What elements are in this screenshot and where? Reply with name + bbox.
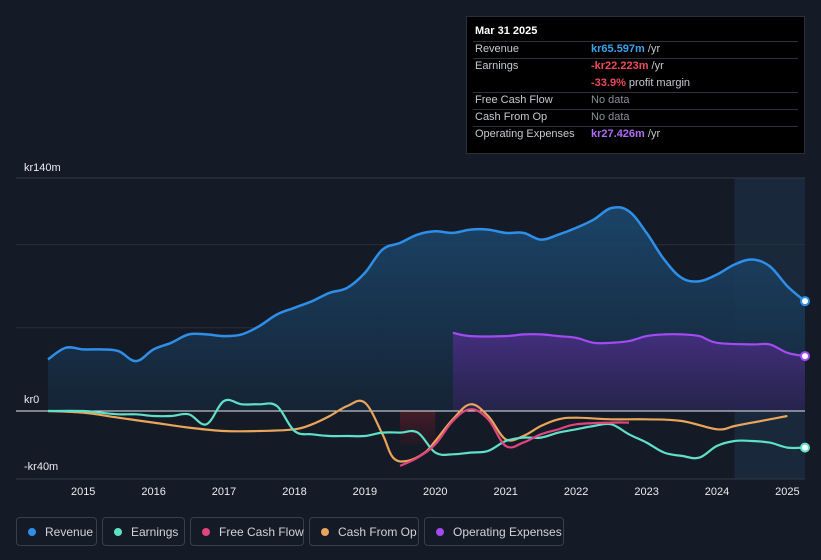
tooltip-label: Free Cash Flow: [475, 94, 553, 106]
legend-free-cash-flow[interactable]: Free Cash Flow: [190, 517, 304, 546]
opex-area: [452, 332, 805, 411]
tooltip-label: Earnings: [475, 60, 519, 72]
legend-dot-icon: [321, 528, 329, 536]
tooltip-row-cfo: Cash From Op No data: [467, 109, 804, 126]
tooltip-row-fcf: Free Cash Flow No data: [467, 92, 804, 109]
y-axis-top-label: kr140m: [24, 162, 61, 174]
earnings-unit: /yr: [648, 60, 664, 72]
x-tick-label: 2017: [212, 486, 236, 498]
opex-end-marker: [800, 351, 810, 362]
legend-dot-icon: [114, 528, 122, 536]
tooltip-label: Operating Expenses: [475, 128, 575, 140]
tooltip-divider: [473, 126, 798, 127]
x-tick-label: 2018: [282, 486, 306, 498]
legend-label: Revenue: [45, 525, 94, 539]
revenue-end-marker: [800, 296, 810, 307]
legend-dot-icon: [202, 528, 210, 536]
tooltip-row-margin: -33.9% profit margin: [467, 75, 804, 92]
tooltip-row-revenue: Revenue kr65.597m /yr: [467, 41, 804, 58]
legend-operating-expenses[interactable]: Operating Expenses: [424, 517, 564, 546]
opex-value: kr27.426m: [591, 128, 645, 140]
x-tick-label: 2015: [71, 486, 95, 498]
x-tick-label: 2021: [493, 486, 517, 498]
tooltip-date: Mar 31 2025: [475, 25, 538, 37]
y-axis-bottom-label: -kr40m: [24, 461, 58, 473]
y-axis-zero-label: kr0: [24, 394, 39, 406]
tooltip-row-earnings: Earnings -kr22.223m /yr: [467, 58, 804, 75]
legend-revenue[interactable]: Revenue: [16, 517, 97, 546]
tooltip-label: Cash From Op: [475, 111, 548, 123]
x-tick-label: 2023: [634, 486, 658, 498]
x-axis-ticks: 2015 2016 2017 2018 2019 2020 2021 2022 2023 2024…: [71, 486, 800, 498]
cfo-line[interactable]: [47, 399, 788, 463]
legend-label: Free Cash Flow: [219, 525, 304, 539]
fcf-area: [400, 411, 436, 445]
tooltip-divider: [473, 58, 798, 59]
legend-cash-from-op[interactable]: Cash From Op: [309, 517, 419, 546]
legend-label: Cash From Op: [338, 525, 417, 539]
revenue-value: kr65.597m: [591, 43, 645, 55]
tooltip-label: Revenue: [475, 43, 520, 55]
legend-dot-icon: [436, 528, 444, 536]
profit-margin-value: -33.9%: [591, 77, 626, 89]
legend-earnings[interactable]: Earnings: [102, 517, 185, 546]
x-tick-label: 2022: [564, 486, 588, 498]
profit-margin-text: profit margin: [625, 77, 691, 89]
cfo-value: No data: [591, 111, 630, 123]
x-tick-label: 2019: [353, 486, 377, 498]
revenue-unit: /yr: [644, 43, 661, 55]
opex-unit: /yr: [644, 128, 661, 140]
earnings-end-marker: [800, 442, 810, 453]
x-tick-label: 2016: [141, 486, 165, 498]
legend-label: Earnings: [131, 525, 179, 539]
opex-line[interactable]: [452, 331, 806, 358]
x-tick-label: 2024: [705, 486, 729, 498]
data-tooltip: Mar 31 2025 Revenue kr65.597m /yr Earnin…: [466, 16, 805, 154]
revenue-line[interactable]: [47, 205, 806, 363]
tooltip-divider: [473, 109, 798, 110]
tooltip-divider: [473, 41, 798, 42]
fcf-line[interactable]: [399, 408, 630, 467]
earnings-value: -kr22.223m: [591, 60, 649, 72]
earnings-line[interactable]: [47, 398, 806, 460]
tooltip-divider: [473, 92, 798, 93]
x-tick-label: 2025: [775, 486, 799, 498]
x-tick-label: 2020: [423, 486, 447, 498]
fcf-value: No data: [591, 94, 630, 106]
legend-dot-icon: [28, 528, 36, 536]
legend-label: Operating Expenses: [453, 525, 562, 539]
tooltip-row-opex: Operating Expenses kr27.426m /yr: [467, 126, 804, 143]
